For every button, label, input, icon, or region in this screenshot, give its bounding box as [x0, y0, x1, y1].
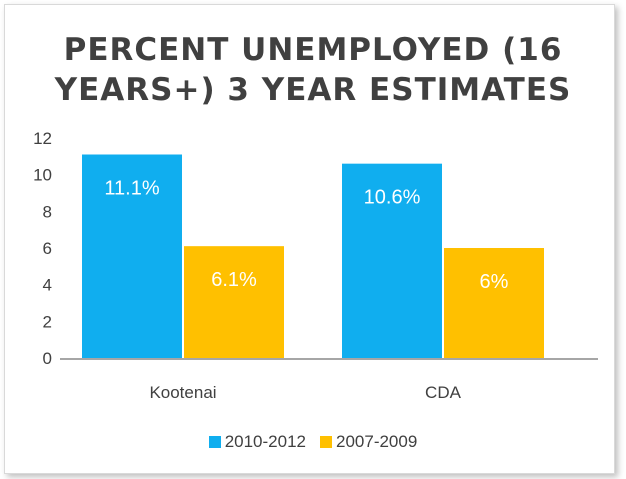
y-tick-label: 4 — [43, 276, 52, 295]
data-label: 6% — [480, 271, 509, 293]
chart-title-line-2: Years+) 3 Year Estimates — [54, 72, 572, 108]
x-tick-label: CDA — [425, 383, 462, 402]
y-tick-label: 6 — [43, 239, 52, 258]
y-tick-label: 12 — [33, 129, 52, 148]
legend-item-2010-2012: 2010-2012 — [208, 432, 306, 452]
data-label: 10.6% — [364, 187, 421, 209]
legend-label-2010-2012: 2010-2012 — [224, 432, 306, 451]
legend-swatch-2007-2009 — [320, 436, 332, 448]
legend-item-2007-2009: 2007-2009 — [320, 432, 417, 452]
y-tick-label: 8 — [43, 202, 52, 221]
bar — [342, 163, 442, 358]
data-label: 6.1% — [211, 269, 257, 291]
chart-legend: 2010-2012 2007-2009 — [0, 432, 626, 452]
x-tick-label: Kootenai — [149, 383, 216, 402]
chart-title: Percent Unemployed (16 Years+) 3 Year Es… — [0, 30, 626, 110]
bar — [444, 248, 544, 358]
bar — [184, 246, 284, 358]
bar — [82, 154, 182, 358]
legend-swatch-2010-2012 — [208, 436, 221, 448]
y-tick-label: 10 — [33, 166, 52, 185]
y-tick-label: 0 — [43, 349, 52, 368]
legend-label-2007-2009: 2007-2009 — [336, 432, 418, 451]
chart-title-line-1: Percent Unemployed (16 — [63, 32, 563, 68]
data-label: 11.1% — [104, 178, 159, 200]
y-tick-label: 2 — [43, 312, 52, 331]
